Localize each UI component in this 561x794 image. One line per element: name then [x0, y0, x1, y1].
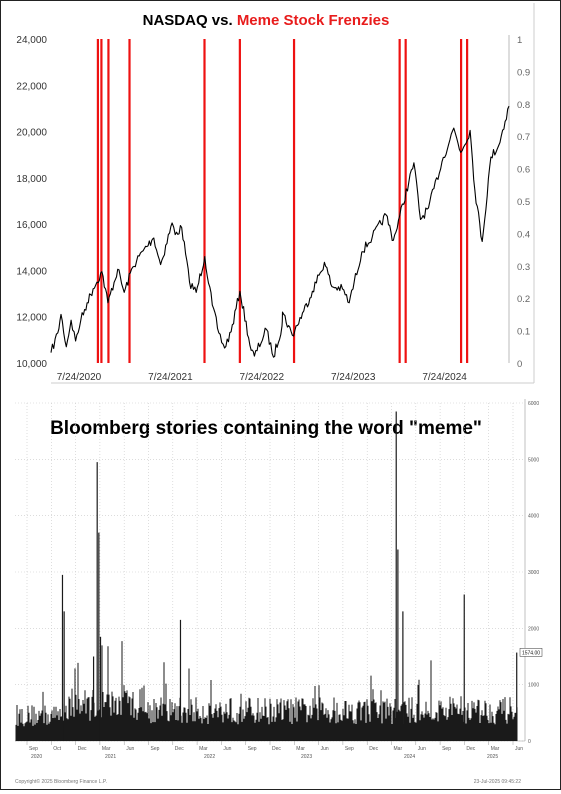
x-axis-tick-label: 7/24/2020 [57, 372, 102, 383]
right-axis-tick-label: 0.9 [517, 67, 530, 78]
month-tick-label: Sep [442, 746, 451, 752]
right-axis-tick-label: 0 [517, 359, 522, 370]
timestamp-footer: 23-Jul-2025 09:45:22 [474, 779, 521, 785]
top-chart-title: NASDAQ vs. Meme Stock Frenzies [143, 12, 390, 29]
month-tick-label: Jun [126, 746, 134, 752]
last-value-box [519, 648, 543, 657]
left-axis-tick-label: 10,000 [16, 359, 47, 370]
month-tick-label: Dec [175, 746, 184, 752]
left-axis-tick-label: 22,000 [16, 81, 47, 92]
bottom-y-tick-label: 2000 [528, 626, 539, 632]
left-axis-tick-label: 12,000 [16, 313, 47, 324]
meme-stories-chart: 0 1000 2000 3000 4000 5000 6000 1574.00 Sep Oct De… [15, 399, 543, 760]
year-tick-label: 2021 [105, 754, 116, 760]
bottom-y-tick-label: 0 [528, 739, 531, 745]
nasdaq-line [50, 105, 510, 358]
month-tick-label: Jun [223, 746, 231, 752]
left-axis-tick-label: 20,000 [16, 128, 47, 139]
bottom-chart-title: Bloomberg stories containing the word "m… [50, 418, 482, 439]
month-tick-label: Sep [345, 746, 354, 752]
month-tick-label: Mar [102, 746, 111, 752]
month-tick-label: Sep [248, 746, 257, 752]
month-tick-label: Sep [151, 746, 160, 752]
copyright-footer: Copyright© 2025 Bloomberg Finance L.P. [15, 778, 107, 785]
x-axis-tick-label: 7/24/2024 [422, 372, 467, 383]
year-tick-label: 2022 [204, 754, 215, 760]
last-value-label: 1574.00 [522, 650, 540, 656]
left-axis-tick-label: 14,000 [16, 266, 47, 277]
bottom-y-tick-label: 4000 [528, 514, 539, 520]
month-tick-label: Oct [53, 746, 61, 752]
story-count-bars [15, 641, 518, 741]
right-axis-tick-label: 0.8 [517, 100, 530, 111]
x-axis-tick-label: 7/24/2021 [148, 372, 193, 383]
right-axis-tick-label: 0.2 [517, 294, 530, 305]
month-tick-label: Dec [272, 746, 281, 752]
bottom-y-tick-label: 5000 [528, 457, 539, 463]
bottom-y-tick-label: 3000 [528, 570, 539, 576]
right-axis-tick-label: 0.6 [517, 165, 530, 176]
left-axis-tick-label: 24,000 [16, 35, 47, 46]
month-tick-label: Dec [78, 746, 87, 752]
top-chart-title-part1: NASDAQ vs. [143, 12, 237, 29]
month-tick-label: Dec [466, 746, 475, 752]
month-tick-label: Sep [29, 746, 38, 752]
right-axis-tick-label: 0.7 [517, 132, 530, 143]
month-tick-label: Mar [199, 746, 208, 752]
right-axis-tick-label: 0.4 [517, 229, 530, 240]
nasdaq-chart: 10,000 12,000 14,000 16,000 18,000 20,000 22,0… [16, 3, 535, 384]
right-axis-tick-label: 0.1 [517, 327, 530, 338]
bottom-y-tick-label: 1000 [528, 683, 539, 689]
right-axis-tick-label: 0.5 [517, 197, 530, 208]
right-axis-tick-label: 0.3 [517, 262, 530, 273]
top-chart-title-part2: Meme Stock Frenzies [237, 12, 390, 29]
year-tick-label: 2023 [301, 754, 312, 760]
right-axis-tick-label: 1 [517, 35, 522, 46]
year-tick-label: 2024 [404, 754, 415, 760]
month-tick-label: Jun [515, 746, 523, 752]
left-axis-tick-label: 16,000 [16, 220, 47, 231]
month-tick-label: Jun [321, 746, 329, 752]
x-axis-tick-label: 7/24/2022 [240, 372, 285, 383]
month-tick-label: Dec [369, 746, 378, 752]
year-tick-label: 2025 [487, 754, 498, 760]
x-axis-tick-label: 7/24/2023 [331, 372, 376, 383]
left-axis-tick-label: 18,000 [16, 174, 47, 185]
month-tick-label: Mar [394, 746, 403, 752]
year-tick-label: 2020 [31, 754, 42, 760]
month-tick-label: Mar [491, 746, 500, 752]
bottom-y-tick-label: 6000 [528, 401, 539, 407]
month-tick-label: Mar [296, 746, 305, 752]
month-tick-label: Jun [418, 746, 426, 752]
